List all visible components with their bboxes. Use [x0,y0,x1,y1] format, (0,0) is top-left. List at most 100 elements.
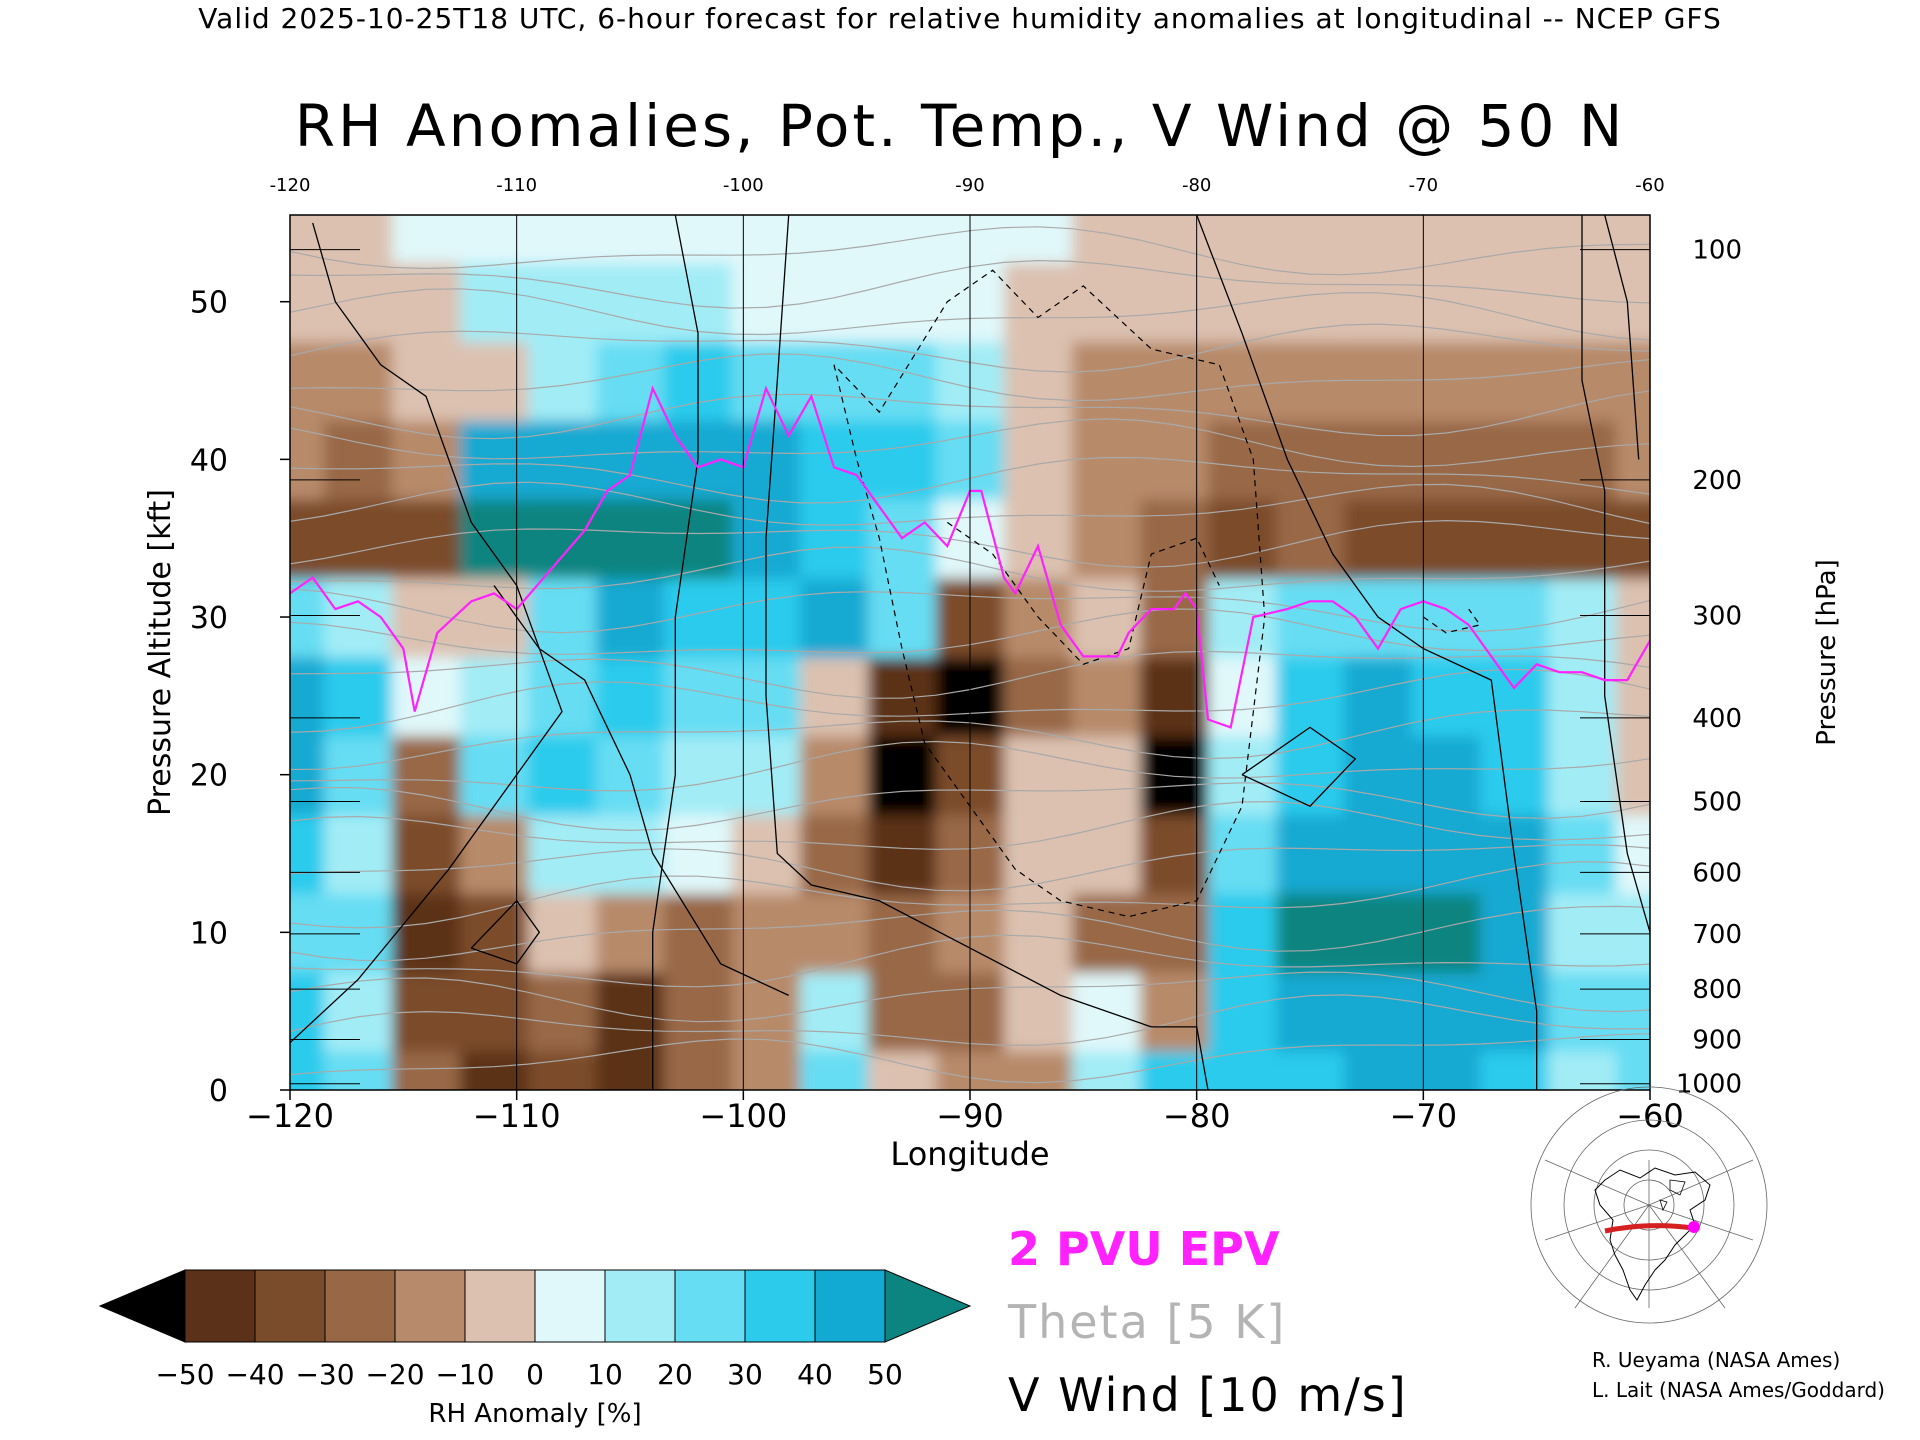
rh-cell [324,814,393,894]
rh-cell [800,814,869,894]
rh-cell [1004,656,1073,737]
rh-cell [1208,814,1277,894]
rh-cell [1276,1050,1345,1090]
colorbar-tick-label: −20 [365,1358,424,1391]
rh-cell [596,577,665,658]
rh-cell [868,892,937,973]
legend-theta-label: Theta [5 K] [1008,1295,1287,1349]
colorbar-bin [604,1269,676,1343]
y-axis-label: Pressure Altitude [kft] [143,489,178,816]
pressure-tick-label: 700 [1692,920,1742,950]
pressure-tick-label: 100 [1692,236,1742,266]
rh-cell [868,735,937,816]
colorbar-tick-label: 0 [526,1358,544,1391]
rh-cell [1412,892,1481,973]
rh-cell [1344,215,1413,264]
rh-cell [1480,498,1549,579]
x-tick-label: −60 [1616,1097,1684,1135]
top-tick-label: -110 [496,175,537,196]
rh-cell [1208,262,1277,343]
rh-cell [290,656,325,737]
v-wind-contour [493,585,789,996]
colorbar-tick-label: 30 [727,1358,763,1391]
rh-cell [1616,577,1650,658]
rh-cell [392,419,461,500]
rh-cell [1140,735,1209,816]
x-tick-label: −80 [1163,1097,1231,1135]
rh-cell [528,735,597,816]
rh-cell [392,1050,461,1090]
colorbar: −50 −40 −30 −20 −10 0 10 20 30 40 50 RH Anomaly [%] [98,1269,972,1429]
rh-cell [1072,814,1141,894]
rh-cell [868,971,937,1052]
rh-cell [1344,341,1413,421]
rh-cell [1480,262,1549,343]
rh-cell [596,262,665,343]
rh-cell [596,215,665,264]
colorbar-over-arrow [884,1269,972,1343]
header-valid-line: Valid 2025-10-25T18 UTC, 6-hour forecast… [198,2,1722,35]
rh-cell [324,215,393,264]
rh-cell [1276,892,1345,973]
section-line [1604,1223,1694,1234]
rh-cell [1480,1050,1549,1090]
y-tick-label: 10 [190,916,228,951]
rh-cell [324,498,393,579]
top-tick-label: -80 [1182,175,1211,196]
pressure-tick-label: 500 [1692,787,1742,817]
rh-cell [1412,735,1481,816]
rh-cell [392,814,461,894]
rh-cell [1344,892,1413,973]
rh-cell [1140,1050,1209,1090]
rh-cell [1412,577,1481,658]
credit-line-2: L. Lait (NASA Ames/Goddard) [1592,1378,1885,1402]
rh-cell [1616,419,1650,500]
colorbar-bin [324,1269,396,1343]
colorbar-label: RH Anomaly [%] [428,1399,641,1429]
rh-cell [664,262,733,343]
rh-cell [324,892,393,973]
rh-cell [1480,341,1549,421]
rh-cell [528,419,597,500]
rh-cell [460,735,529,816]
y-tick-label: 0 [209,1074,228,1109]
v-wind-contour [765,215,1209,1090]
rh-cell [1412,419,1481,500]
v-wind-contour [470,899,541,965]
colorbar-bin [534,1269,606,1343]
pressure-tick-label: 300 [1692,601,1742,631]
rh-cell [290,814,325,894]
rh-cell [1616,215,1650,264]
colorbar-bin [464,1269,536,1343]
top-tick-label: -120 [270,175,311,196]
gridlines [290,215,1650,1090]
rh-cell [1140,341,1209,421]
rh-cell [1004,1050,1073,1090]
rh-cell [868,262,937,343]
rh-cell [868,577,937,658]
rh-cell [800,577,869,658]
rh-cell [800,498,869,579]
rh-cell [528,215,597,264]
rh-cell [460,341,529,421]
rh-cell [1480,735,1549,816]
y-tick-label: 40 [190,443,228,478]
v-wind-contour [652,215,699,1090]
locator-map [1530,1086,1768,1324]
rh-cell [1140,814,1209,894]
rh-cell [800,1050,869,1090]
rh-cell [596,341,665,421]
rh-cell [1072,262,1141,343]
rh-cell [1140,262,1209,343]
rh-cell [392,892,461,973]
axes: −120 -120 −110 -110 −100 -100 −90 -90 −80 -80 −70 -… [143,175,1842,1173]
rh-cell [1004,215,1073,264]
top-tick-label: -60 [1635,175,1664,196]
rh-cell [732,341,801,421]
pressure-tick-label: 800 [1692,975,1742,1005]
rh-cell [460,814,529,894]
rh-cell [1004,814,1073,894]
rh-cell [324,341,393,421]
rh-cell [1480,577,1549,658]
rh-cell [290,498,325,579]
